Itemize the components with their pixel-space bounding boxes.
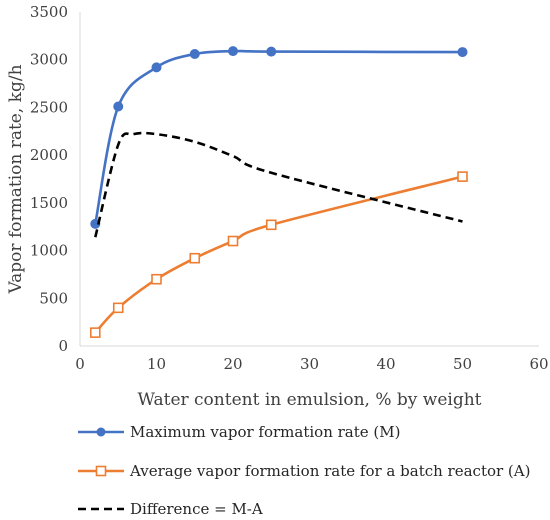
data-point — [189, 252, 201, 264]
x-tick-label: 40 — [376, 355, 395, 373]
legend-item: Maximum vapor formation rate (M) — [78, 423, 400, 441]
x-tick-label: 60 — [529, 355, 548, 373]
legend-marker — [95, 465, 107, 477]
x-tick-labels: 0 10 20 30 40 50 60 — [75, 355, 548, 373]
data-point — [228, 46, 238, 57]
data-point — [151, 62, 162, 73]
x-axis-label: Water content in emulsion, % by weight — [137, 390, 481, 410]
data-point — [457, 171, 468, 182]
series-layer — [90, 46, 468, 338]
axes — [79, 12, 539, 347]
y-tick-label: 2000 — [30, 146, 68, 164]
data-point — [90, 327, 101, 338]
x-tick-label: 20 — [223, 355, 242, 373]
data-point — [265, 219, 277, 231]
series-1 — [90, 46, 468, 229]
series-line — [94, 131, 463, 238]
data-point — [457, 47, 468, 58]
y-tick-label: 3500 — [30, 3, 68, 21]
y-tick-label: 0 — [58, 337, 68, 355]
y-tick-labels: 0 500 1000 1500 2000 2500 3000 3500 — [30, 3, 68, 355]
y-tick-label: 1000 — [30, 242, 68, 260]
x-tick-label: 30 — [300, 355, 319, 373]
legend-label: Difference = M-A — [130, 500, 263, 518]
series-3 — [94, 131, 463, 238]
data-point — [189, 48, 200, 59]
series-line — [94, 175, 463, 334]
y-tick-label: 1500 — [30, 194, 68, 212]
y-tick-label: 500 — [39, 289, 68, 307]
series-2 — [90, 171, 468, 338]
data-point — [266, 46, 277, 57]
data-point — [113, 101, 124, 112]
x-tick-label: 0 — [75, 355, 85, 373]
y-tick-label: 2500 — [30, 98, 68, 116]
data-point — [112, 302, 124, 314]
legend-item: Average vapor formation rate for a batch… — [78, 462, 530, 480]
legend: Maximum vapor formation rate (M) Average … — [78, 423, 530, 518]
data-point — [90, 218, 101, 229]
legend-label: Maximum vapor formation rate (M) — [130, 423, 400, 441]
y-tick-label: 3000 — [30, 51, 68, 69]
y-axis-label: Vapor formation rate, kg/h — [6, 64, 26, 294]
series-line — [94, 49, 463, 225]
data-point — [227, 235, 239, 247]
legend-label: Average vapor formation rate for a batch… — [129, 462, 530, 480]
legend-marker — [96, 427, 106, 437]
x-tick-label: 10 — [147, 355, 166, 373]
x-tick-label: 50 — [453, 355, 472, 373]
data-point — [151, 273, 162, 285]
legend-item: Difference = M-A — [78, 500, 263, 518]
